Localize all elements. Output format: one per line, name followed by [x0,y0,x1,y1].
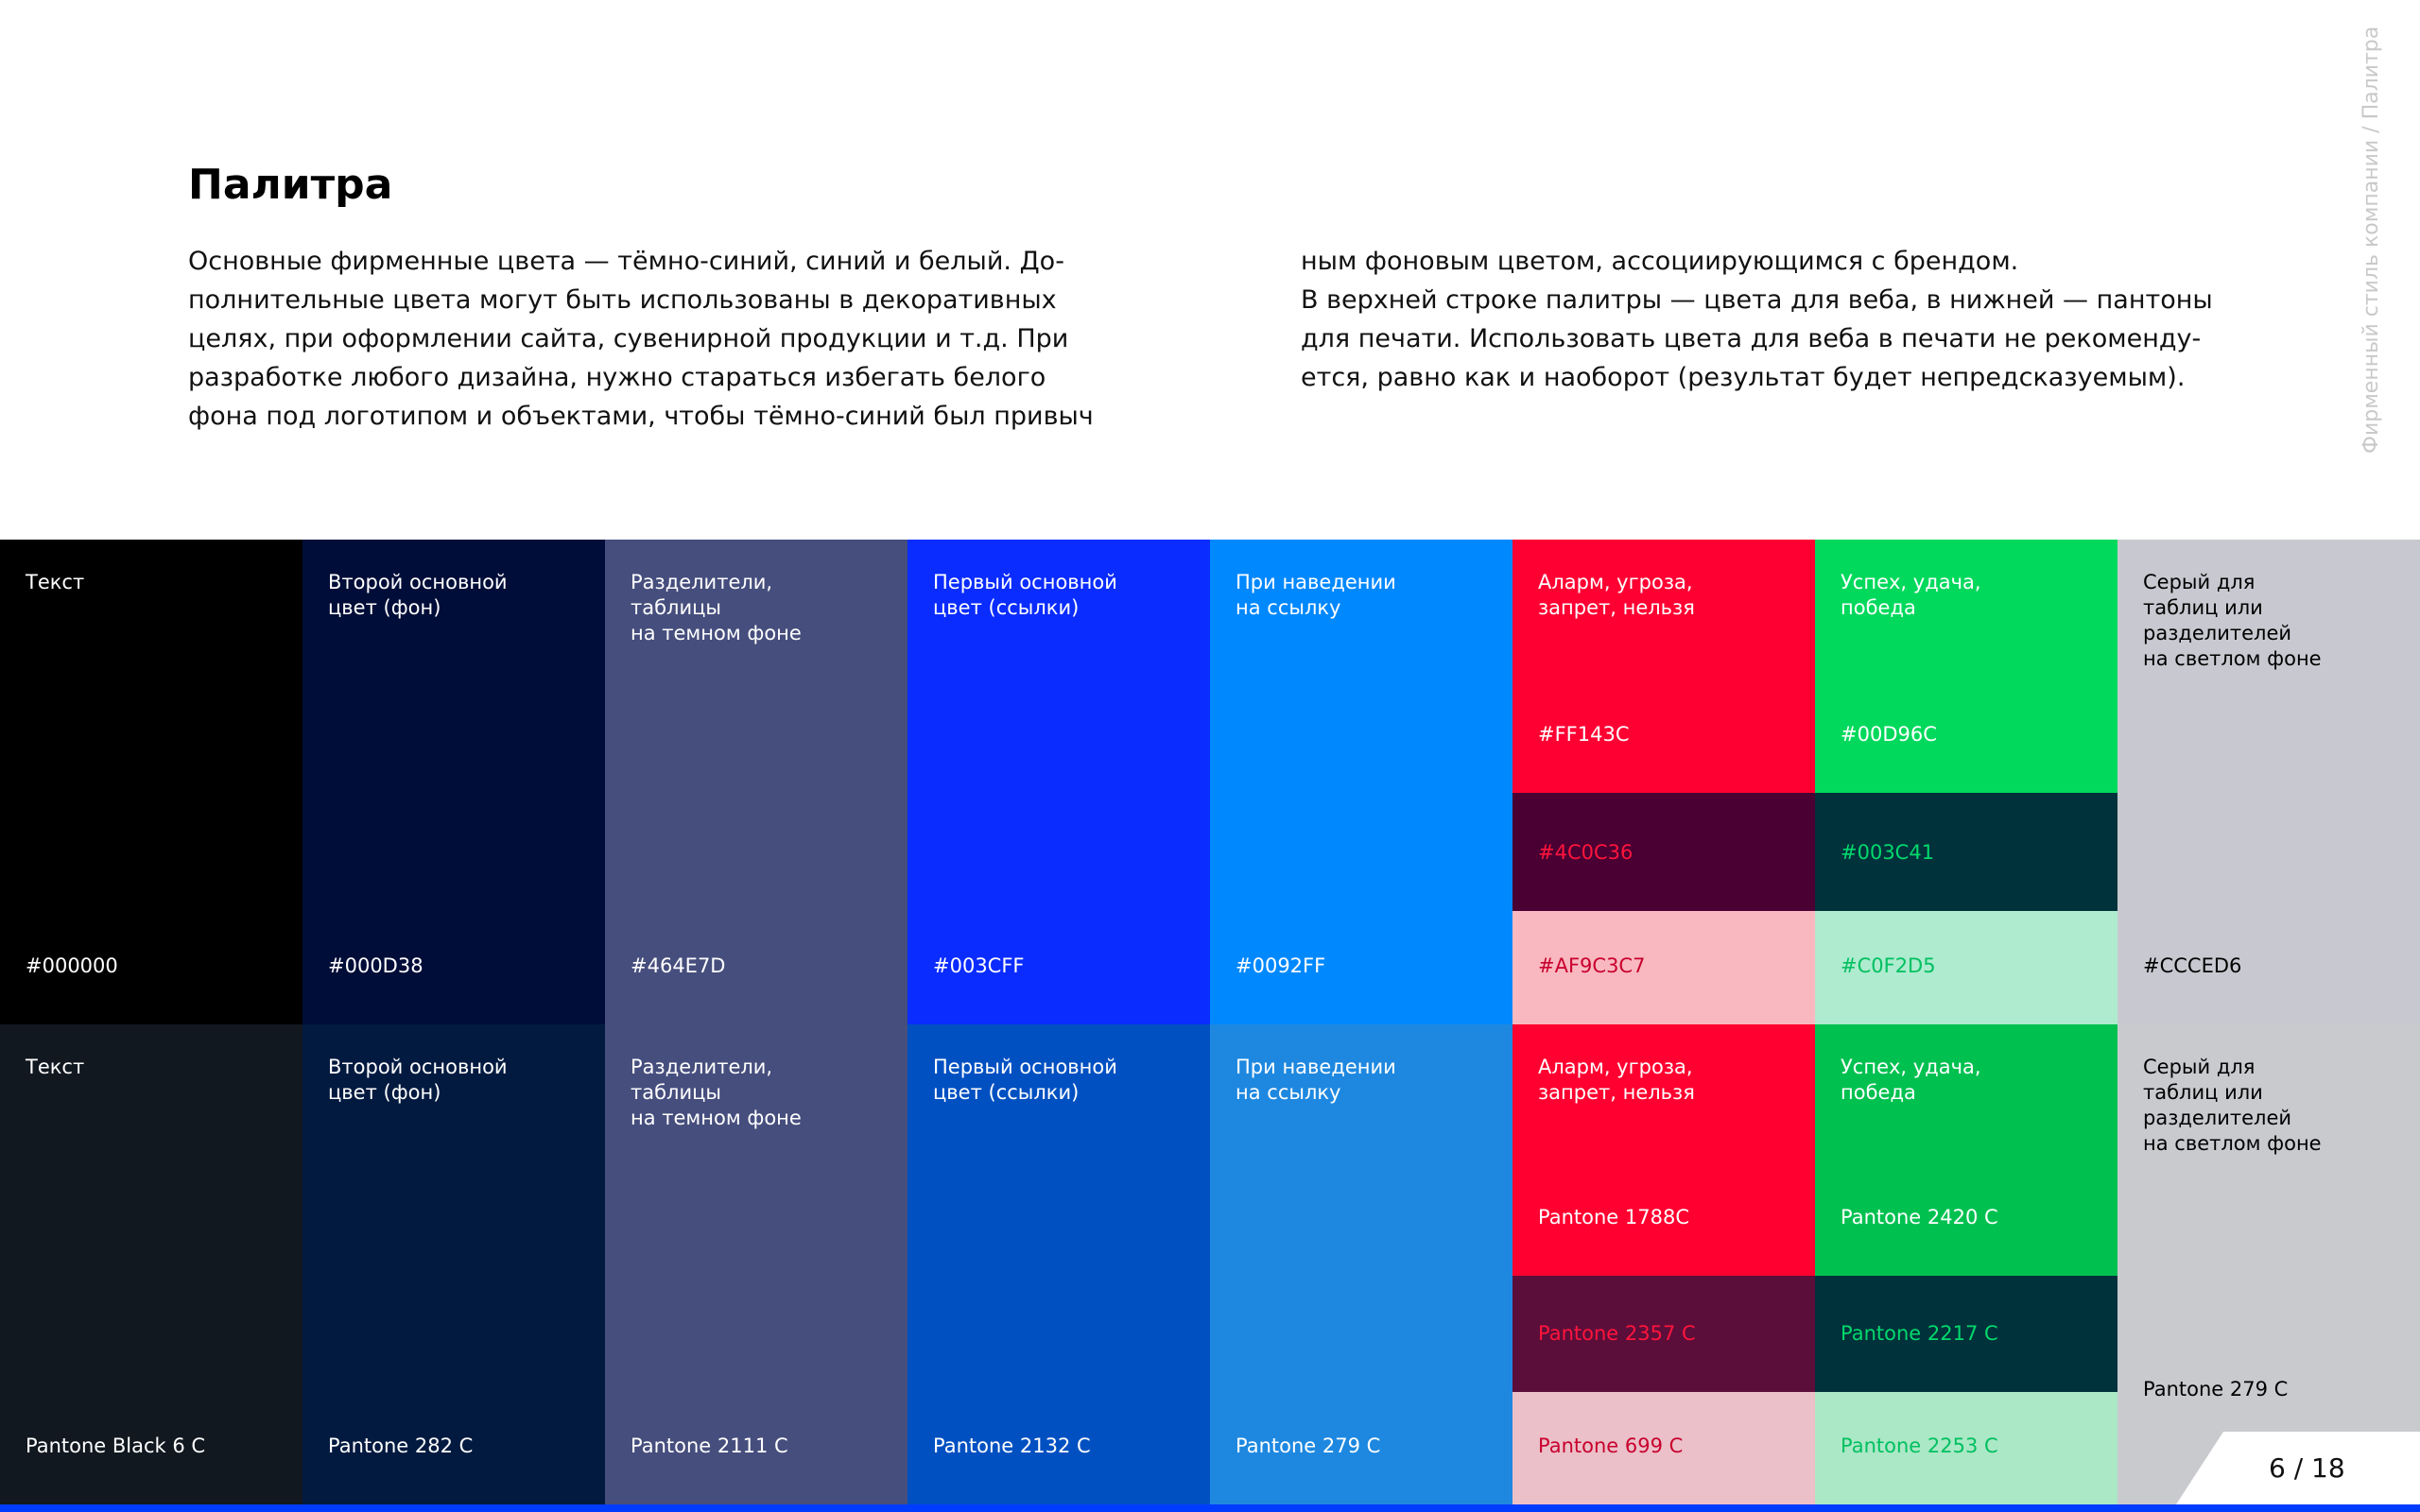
color-column: Первый основной цвет (ссылки) Pantone 213… [908,1024,1210,1504]
color-code: Pantone 279 C [2143,1378,2289,1400]
color-swatch: Серый для таблиц или разделителей на све… [2118,540,2420,1024]
color-column: Серый для таблиц или разделителей на све… [2118,1024,2420,1504]
color-swatch: Разделители, таблицы на темном фоне #464E… [605,540,908,1024]
color-column: При наведении на ссылку Pantone 279 C [1210,1024,1512,1504]
color-swatch: Первый основной цвет (ссылки) Pantone 213… [908,1024,1210,1504]
color-code: #003CFF [933,954,1025,977]
color-swatch: Pantone 2253 C [1815,1392,2118,1504]
color-column: Успех, удача, победа #00D96C #003C41 #C0F2D… [1815,540,2118,1024]
color-swatch: #4C0C36 [1512,793,1815,911]
color-swatch: Текст Pantone Black 6 C [0,1024,302,1504]
color-code: #003C41 [1841,840,1935,864]
color-code: Pantone 2357 C [1538,1322,1696,1346]
color-label: Разделители, таблицы на темном фоне [631,1056,802,1129]
color-label: При наведении на ссылку [1236,571,1396,619]
color-label: При наведении на ссылку [1236,1056,1396,1104]
color-swatch: Pantone 2217 C [1815,1275,2118,1393]
paragraph-line: ным фоновым цветом, ассоциирующимся с бр… [1301,247,2019,276]
color-column: Разделители, таблицы на темном фоне Panto… [605,1024,908,1504]
color-swatch: Pantone 699 C [1512,1392,1815,1504]
color-swatch: Серый для таблиц или разделителей на све… [2118,1024,2420,1504]
paragraph-line: разработке любого дизайна, нужно старать… [188,363,1046,392]
color-code: #000000 [26,954,118,977]
color-column: При наведении на ссылку #0092FF [1210,540,1512,1024]
intro-left: Основные фирменные цвета — тёмно-синий, … [188,242,1094,436]
color-code: #000D38 [328,954,424,977]
paragraph-line: В верхней строке палитры — цвета для веб… [1301,285,2213,315]
paragraph-line: полнительные цвета могут быть использова… [188,285,1057,315]
color-swatch: При наведении на ссылку #0092FF [1210,540,1512,1024]
color-code: Pantone 2132 C [933,1435,1091,1457]
color-code: Pantone 1788C [1538,1205,1689,1228]
color-column: Разделители, таблицы на темном фоне #464E… [605,540,908,1024]
paragraph-line: для печати. Использовать цвета для веба … [1301,324,2202,353]
color-label: Первый основной цвет (ссылки) [933,1056,1117,1104]
color-code: Pantone 2253 C [1841,1435,1998,1457]
color-code: #4C0C36 [1538,840,1634,864]
color-code: Pantone 2111 C [631,1435,788,1457]
paragraph-line: целях, при оформлении сайта, сувенирной … [188,324,1069,353]
color-swatch: Аларм, угроза, запрет, нельзя #FF143C [1512,540,1815,794]
color-column: Текст #000000 [0,540,302,1024]
color-code: #C0F2D5 [1841,954,1936,977]
color-swatch: #C0F2D5 [1815,910,2118,1024]
color-label: Разделители, таблицы на темном фоне [631,571,802,644]
web-palette: Текст #000000 Второй основной цвет (фон) #0… [0,540,2420,1024]
color-column: Серый для таблиц или разделителей на све… [2118,540,2420,1024]
color-code: #00D96C [1841,723,1937,747]
color-column: Текст Pantone Black 6 C [0,1024,302,1504]
color-column: Первый основной цвет (ссылки) #003CFF [908,540,1210,1024]
color-code: Pantone 699 C [1538,1435,1684,1457]
color-column: Второй основной цвет (фон) #000D38 [302,540,605,1024]
paragraph-line: фона под логотипом и объектами, чтобы тё… [188,402,1094,431]
paragraph-line: Основные фирменные цвета — тёмно-синий, … [188,247,1064,276]
color-swatch: Разделители, таблицы на темном фоне Panto… [605,1024,908,1504]
color-label: Текст [26,1056,85,1078]
accent-strip [0,1504,2420,1512]
color-swatch: Pantone 2357 C [1512,1275,1815,1393]
color-code: Pantone Black 6 C [26,1435,206,1457]
color-code: Pantone 2217 C [1841,1322,1998,1346]
color-code: #0092FF [1236,954,1326,977]
color-label: Второй основной цвет (фон) [328,571,508,619]
page-title: Палитра [188,161,393,209]
color-label: Аларм, угроза, запрет, нельзя [1538,571,1695,619]
color-code: Pantone 282 C [328,1435,474,1457]
color-label: Второй основной цвет (фон) [328,1056,508,1104]
color-label: Первый основной цвет (ссылки) [933,571,1117,619]
color-swatch: Первый основной цвет (ссылки) #003CFF [908,540,1210,1024]
breadcrumb: Фирменный стиль компании / Палитра [2360,26,2383,454]
color-swatch: #AF9C3C7 [1512,910,1815,1024]
color-column: Успех, удача, победа Pantone 2420 C Panton… [1815,1024,2118,1504]
color-code: Pantone 2420 C [1841,1205,1998,1228]
color-label: Серый для таблиц или разделителей на све… [2143,571,2322,670]
color-column: Второй основной цвет (фон) Pantone 282 C [302,1024,605,1504]
color-column: Аларм, угроза, запрет, нельзя #FF143C #4C0… [1512,540,1815,1024]
color-label: Успех, удача, победа [1841,571,1981,619]
color-swatch: Аларм, угроза, запрет, нельзя Pantone 178… [1512,1024,1815,1276]
color-swatch: #003C41 [1815,793,2118,911]
color-code: #AF9C3C7 [1538,954,1646,977]
color-code: #FF143C [1538,723,1630,747]
color-label: Серый для таблиц или разделителей на све… [2143,1056,2322,1155]
color-label: Текст [26,571,85,593]
color-label: Успех, удача, победа [1841,1056,1981,1104]
color-swatch: Успех, удача, победа #00D96C [1815,540,2118,794]
intro-right: ным фоновым цветом, ассоциирующимся с бр… [1301,242,2213,397]
paragraph-line: ется, равно как и наоборот (результат бу… [1301,363,2186,392]
color-code: Pantone 279 C [1236,1435,1381,1457]
color-code: #CCCED6 [2143,954,2242,977]
color-swatch: Текст #000000 [0,540,302,1024]
color-swatch: Второй основной цвет (фон) Pantone 282 C [302,1024,605,1504]
color-swatch: Второй основной цвет (фон) #000D38 [302,540,605,1024]
color-column: Аларм, угроза, запрет, нельзя Pantone 178… [1512,1024,1815,1504]
color-swatch: При наведении на ссылку Pantone 279 C [1210,1024,1512,1504]
print-palette: Текст Pantone Black 6 C Второй основной цв… [0,1024,2420,1504]
page-number: 6 / 18 [2269,1452,2345,1484]
color-swatch: Успех, удача, победа Pantone 2420 C [1815,1024,2118,1276]
color-label: Аларм, угроза, запрет, нельзя [1538,1056,1695,1104]
page-indicator: 6 / 18 [2176,1432,2420,1504]
color-code: #464E7D [631,954,726,977]
